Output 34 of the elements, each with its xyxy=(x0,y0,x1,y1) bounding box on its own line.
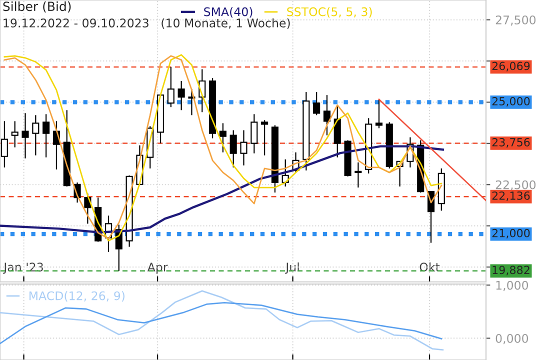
candlestick xyxy=(0,120,8,168)
candlestick xyxy=(240,130,248,166)
text: 19.12.2022 - 09.10.2023 (10 Monate, 1 Woche) xyxy=(4,18,290,29)
candlestick xyxy=(250,114,258,154)
ref-line-label: 25,000 xyxy=(492,97,530,107)
candlestick xyxy=(261,120,268,156)
candlestick xyxy=(219,122,226,153)
candlestick xyxy=(167,66,174,108)
line-series xyxy=(0,290,444,351)
candlestick xyxy=(313,91,320,116)
ref-line-label: 19,882 xyxy=(492,266,530,276)
y-tick-label: 0,000 xyxy=(496,334,528,344)
candlestick xyxy=(375,100,383,129)
ref-line-label: 23,756 xyxy=(492,138,530,148)
candlestick xyxy=(178,80,185,111)
candlestick xyxy=(22,112,29,159)
candlestick xyxy=(323,94,330,136)
candlestick xyxy=(32,114,40,156)
legend-label: SSTOC(5, 5, 3) xyxy=(287,7,372,18)
candlestick xyxy=(42,114,50,158)
candlestick xyxy=(230,130,237,168)
chart-title: Silber (Bid) xyxy=(3,1,71,13)
ref-line-label: 21,000 xyxy=(492,228,530,238)
ref-line-label: 26,069 xyxy=(492,62,530,72)
legend-label: MACD(12, 26, 9) xyxy=(29,291,124,302)
y-tick-label: 22,500 xyxy=(496,180,536,190)
line-series xyxy=(0,145,444,234)
line-series xyxy=(0,302,442,344)
ref-line-label: 22,136 xyxy=(492,191,530,201)
y-tick-label: 27,500 xyxy=(496,16,536,26)
candlestick xyxy=(11,120,18,148)
y-tick-label: 1,000 xyxy=(496,280,528,291)
legend-label: SMA(40) xyxy=(204,7,252,18)
candlestick xyxy=(354,162,362,188)
